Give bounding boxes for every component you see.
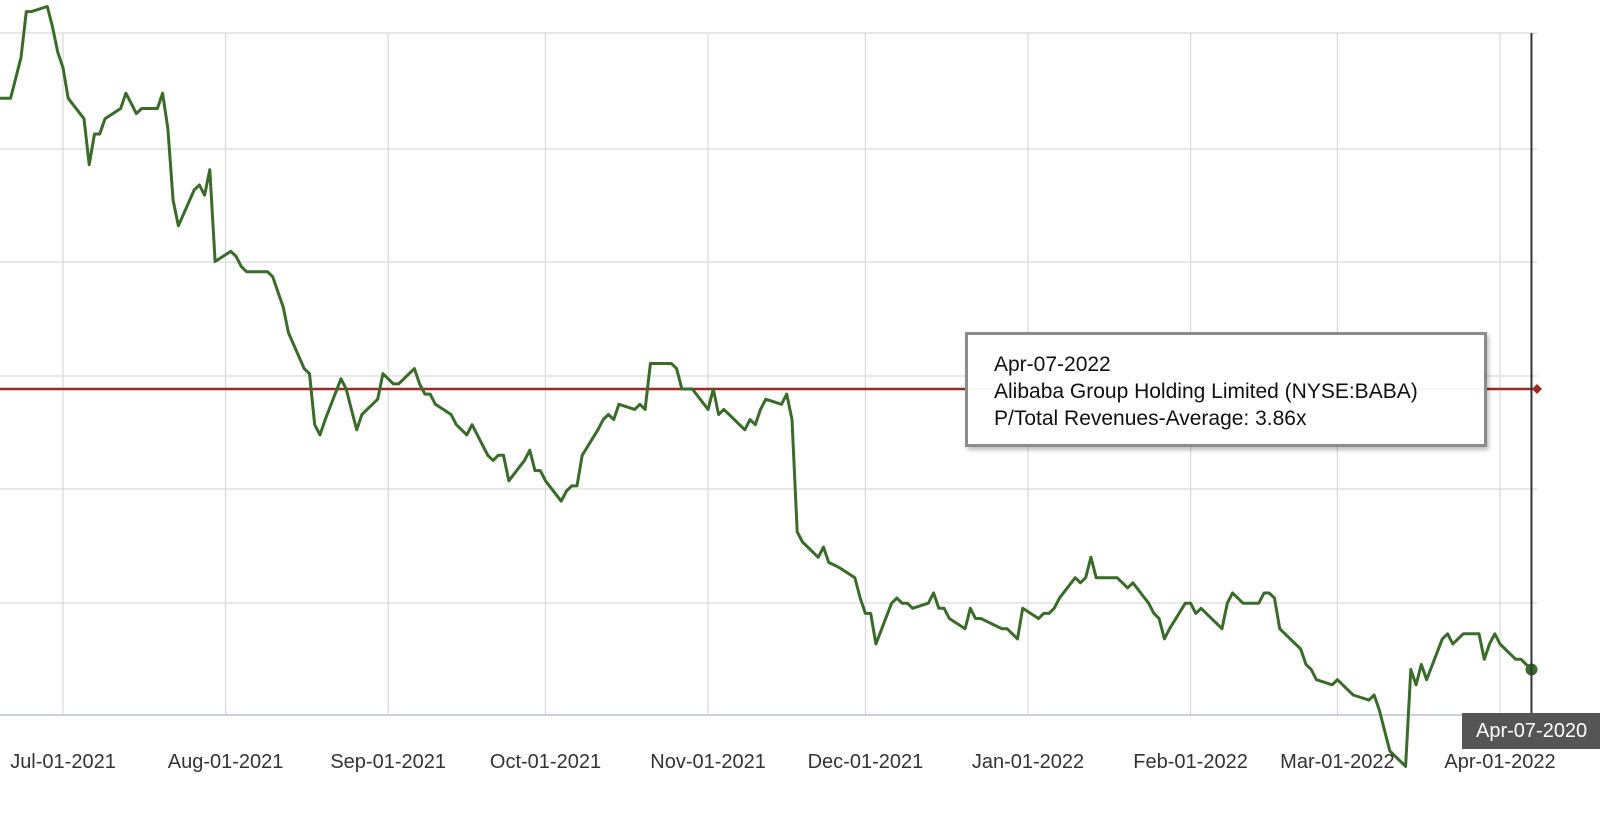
x-tick-label: Feb-01-2022 [1133,751,1248,773]
tooltip-date: Apr-07-2022 [994,353,1111,376]
series-line [0,5,1533,768]
x-tick-label: Jul-01-2021 [10,751,116,773]
crosshair-date-label: Apr-07-2020 [1462,713,1600,749]
x-tick-label: Sep-01-2021 [330,751,446,773]
x-tick-label: Mar-01-2022 [1280,751,1395,773]
tooltip: Apr-07-2022 Alibaba Group Holding Limite… [965,332,1487,447]
tooltip-company: Alibaba Group Holding Limited (NYSE:BABA… [994,380,1418,403]
x-tick-label: Aug-01-2021 [168,751,284,773]
x-tick-label: Jan-01-2022 [972,751,1084,773]
x-tick-label: Dec-01-2021 [808,751,924,773]
x-tick-label: Apr-01-2022 [1444,751,1555,773]
tooltip-metric: P/Total Revenues-Average: 3.86x [994,407,1307,430]
x-tick-label: Nov-01-2021 [650,751,766,773]
x-tick-label: Oct-01-2021 [490,751,601,773]
average-line-marker [1532,384,1542,394]
